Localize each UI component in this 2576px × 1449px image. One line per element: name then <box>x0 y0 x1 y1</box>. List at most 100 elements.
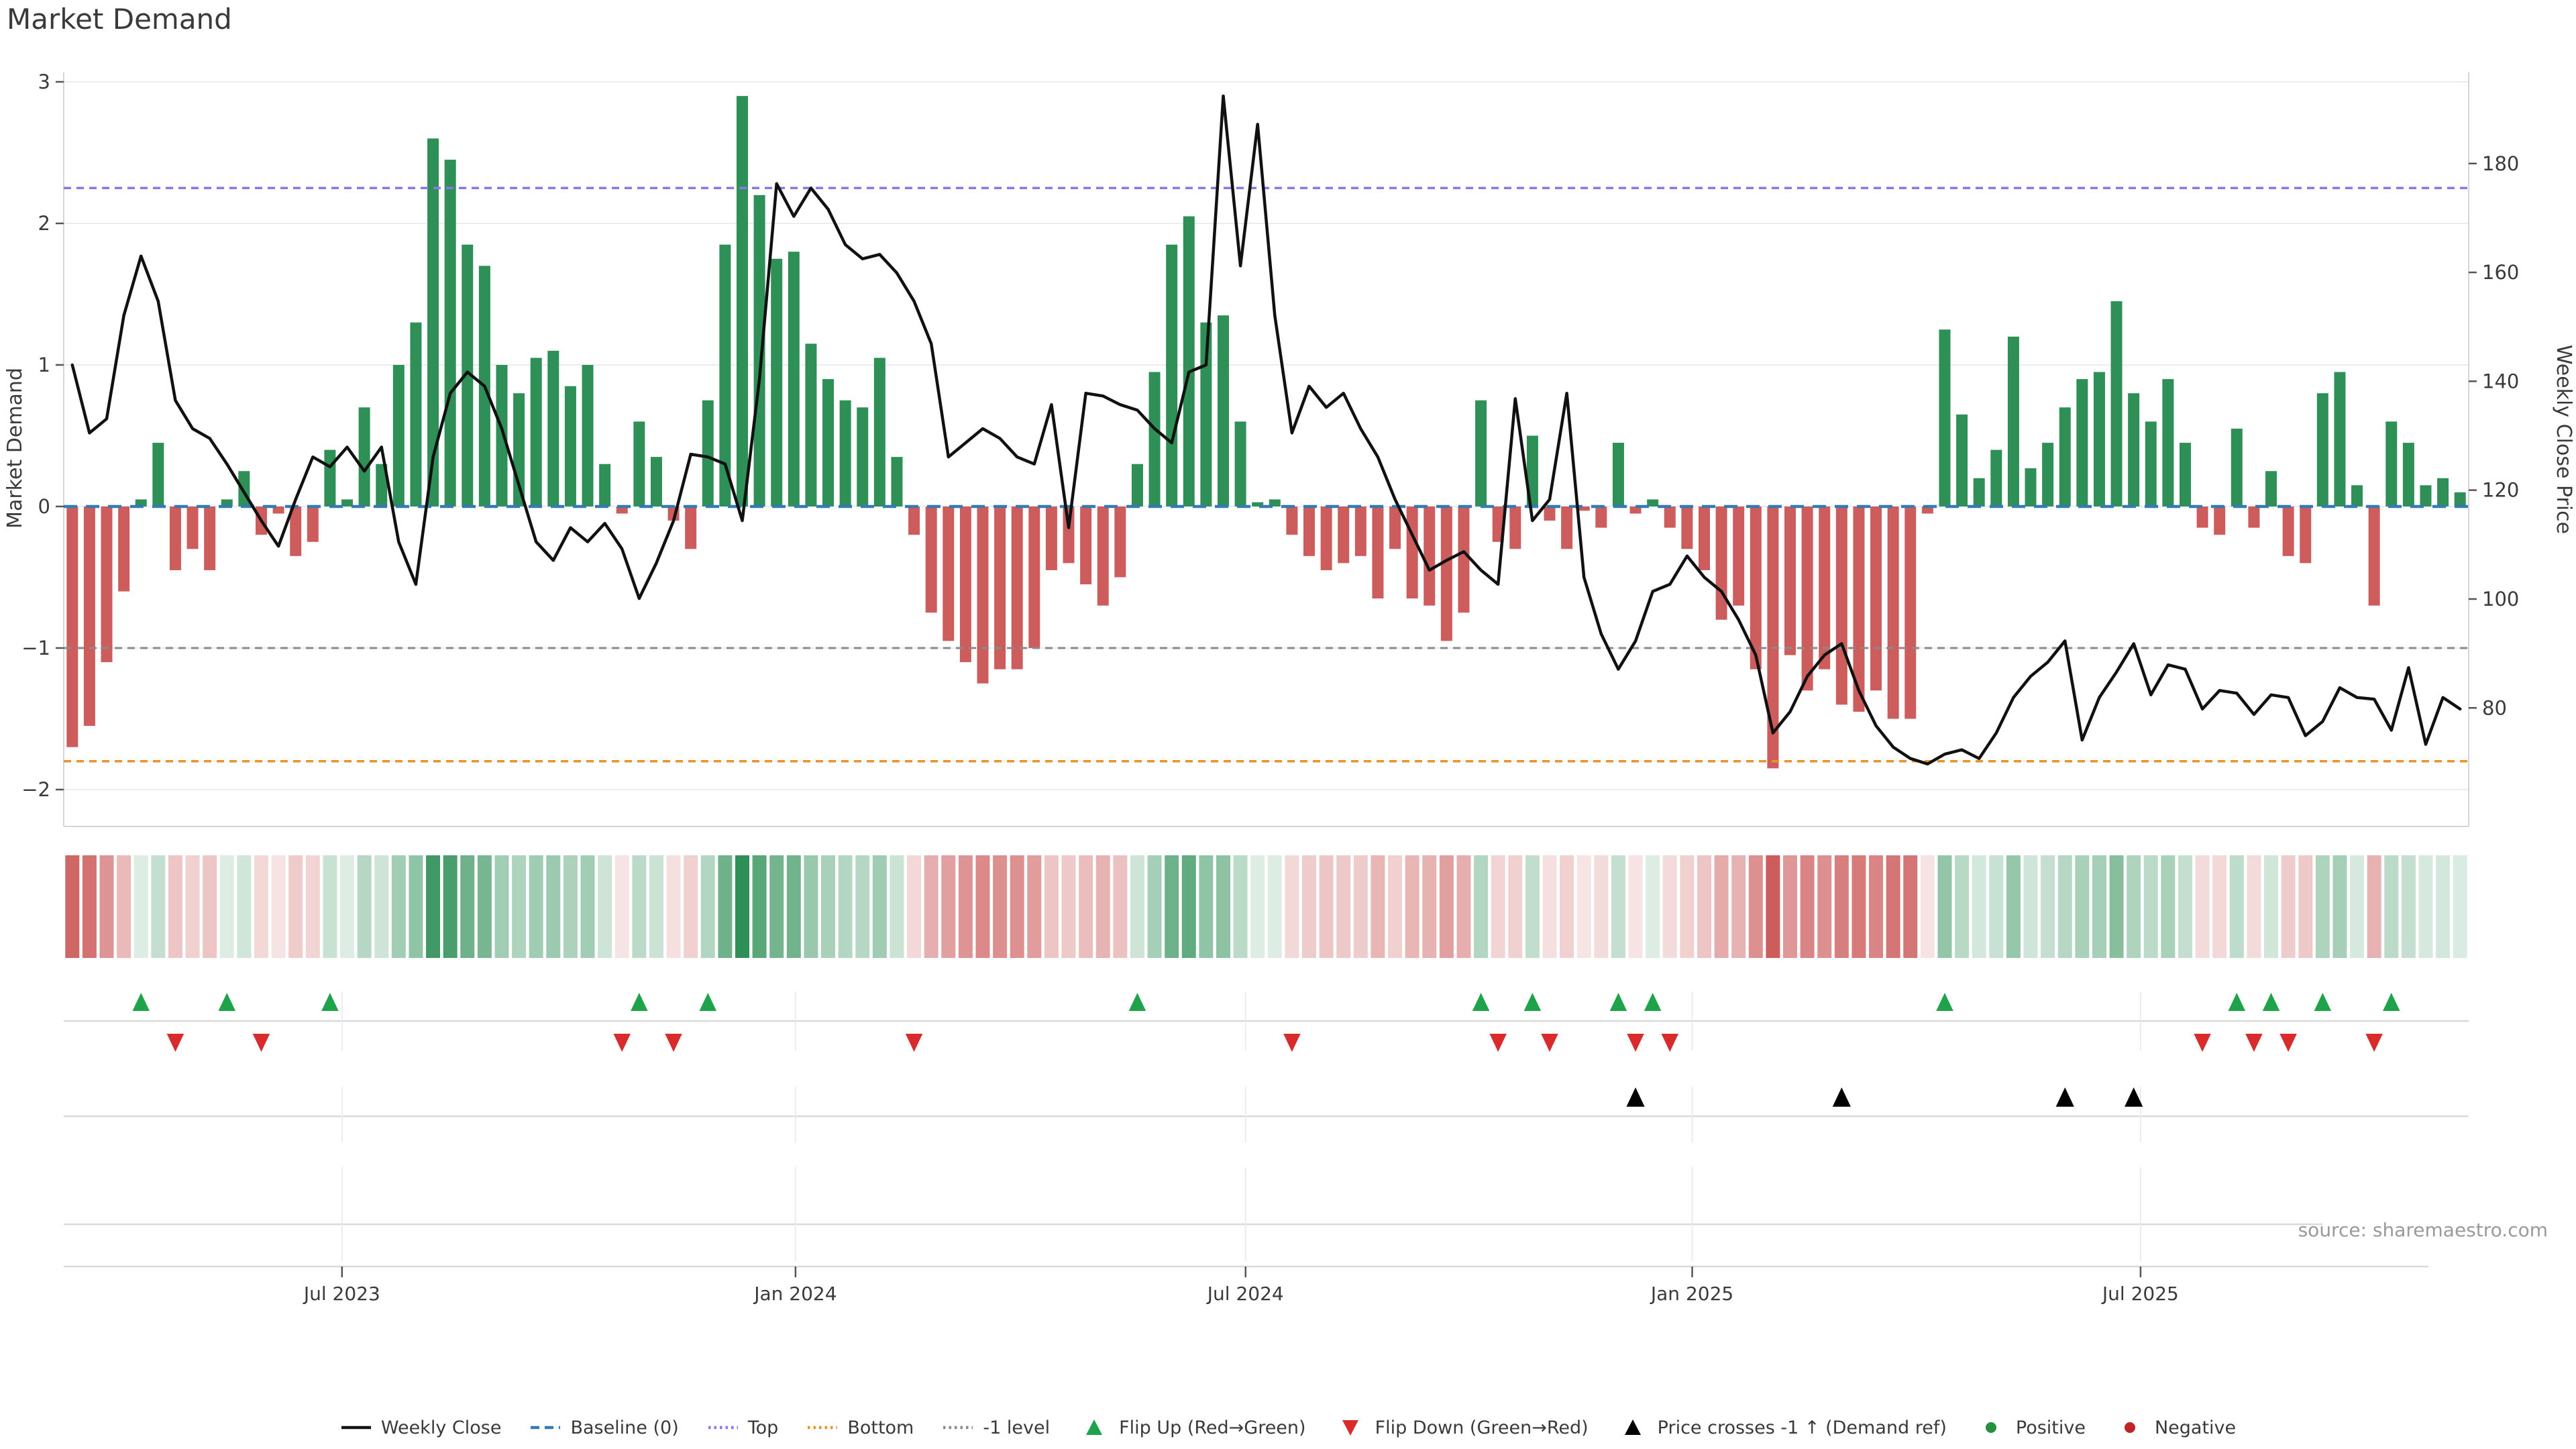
heatmap-cell <box>443 855 458 958</box>
demand-bar-positive <box>2162 379 2174 506</box>
x-tick-label: Jul 2024 <box>1206 1283 1284 1305</box>
demand-bar-positive <box>771 258 783 506</box>
heatmap-cell <box>2109 855 2124 958</box>
heatmap-cell <box>409 855 423 958</box>
heatmap-cell <box>1302 855 1317 958</box>
demand-bar-positive <box>2042 443 2054 506</box>
heatmap-cell <box>2298 855 2313 958</box>
demand-bar-negative <box>1389 506 1401 549</box>
legend-swatch-circle-icon <box>1985 1422 1996 1433</box>
legend-label: Bottom <box>847 1417 914 1438</box>
demand-bar-negative <box>1595 506 1607 528</box>
demand-bar-positive <box>2093 372 2105 506</box>
heatmap-cell <box>1044 855 1059 958</box>
flip-up-marker <box>1472 993 1490 1011</box>
heatmap-cell <box>1113 855 1128 958</box>
demand-bar-positive <box>839 400 851 506</box>
heatmap-cell <box>460 855 475 958</box>
legend-swatch-triangle-down-icon <box>1342 1420 1358 1436</box>
demand-bar-negative <box>2368 506 2380 606</box>
flip-down-marker <box>1627 1034 1644 1052</box>
axes: Market Demand Weekly Close Price source:… <box>3 70 2575 1241</box>
demand-bar-positive <box>1148 372 1161 506</box>
legend-swatch-triangle-up-icon <box>1086 1419 1103 1435</box>
legend-item-price-crosses-1-demand-ref: Price crosses -1 ↑ (Demand ref) <box>1617 1417 1947 1438</box>
demand-bar-negative <box>925 506 937 613</box>
heatmap-cell <box>477 855 492 958</box>
demand-bar-positive <box>221 499 233 506</box>
chart-legend: Weekly Close Baseline (0) Top Bottom -1 leve… <box>0 1409 2576 1446</box>
heatmap-cell <box>254 855 268 958</box>
demand-bar-negative <box>1904 506 1917 719</box>
heatmap-cell <box>1233 855 1248 958</box>
source-note: source: sharemaestro.com <box>2298 1219 2548 1241</box>
heatmap-cell <box>2384 855 2399 958</box>
heatmap-cell <box>1267 855 1282 958</box>
heatmap-cell <box>2178 855 2192 958</box>
heatmap-cell <box>271 855 286 958</box>
flip-down-marker <box>2245 1034 2263 1052</box>
heatmap-cell <box>563 855 578 958</box>
demand-bar-negative <box>959 506 971 663</box>
demand-bar-negative <box>290 506 302 556</box>
legend-swatch-dotted-icon <box>808 1426 838 1430</box>
heatmap-cell <box>1766 855 1780 958</box>
heatmap-cell <box>1285 855 1299 958</box>
heatmap-cell <box>1920 855 1935 958</box>
y-tick-label-left: 1 <box>38 354 50 376</box>
heatmap-cell <box>2332 855 2347 958</box>
heatmap-cell <box>1886 855 1900 958</box>
heatmap-cell <box>924 855 938 958</box>
demand-bar-negative <box>118 506 130 592</box>
demand-bar-positive <box>564 386 576 506</box>
heatmap-cell <box>958 855 973 958</box>
heatmap-cell <box>512 855 527 958</box>
heatmap-cell <box>494 855 509 958</box>
heatmap-cell <box>203 855 217 958</box>
demand-bar-positive <box>2437 478 2449 506</box>
demand-bar-positive <box>1131 464 1143 506</box>
demand-bar-positive <box>650 457 662 506</box>
heatmap-cell <box>546 855 561 958</box>
heatmap-cell <box>374 855 389 958</box>
weekly-close-line <box>70 94 2462 766</box>
demand-bar-positive <box>462 244 474 506</box>
demand-bar-positive <box>2316 393 2328 506</box>
heatmap-cell <box>614 855 629 958</box>
legend-label: -1 level <box>983 1417 1051 1438</box>
heatmap-cell <box>1646 855 1660 958</box>
demand-bar-positive <box>341 499 354 506</box>
heatmap-cell <box>1147 855 1162 958</box>
heatmap-cell <box>2212 855 2227 958</box>
heatmap-cell <box>1989 855 2004 958</box>
heatmap-cell <box>2436 855 2451 958</box>
heatmap-cell <box>890 855 904 958</box>
heatmap-cell <box>649 855 663 958</box>
legend-label: Price crosses -1 ↑ (Demand ref) <box>1657 1417 1947 1438</box>
heatmap-cell <box>357 855 372 958</box>
demand-bar-positive <box>2025 468 2037 506</box>
flip-down-marker <box>2194 1034 2211 1052</box>
heatmap-cell <box>529 855 543 958</box>
demand-bar-negative <box>1286 506 1298 535</box>
heatmap-cell <box>1869 855 1884 958</box>
heatmap-cell <box>2367 855 2381 958</box>
heatmap-cell <box>1525 855 1540 958</box>
demand-bar-positive <box>1956 414 1968 506</box>
demand-bar-positive <box>376 464 388 506</box>
heatmap-cell <box>237 855 252 958</box>
heatmap-cell <box>1611 855 1625 958</box>
demand-bar-negative <box>1578 506 1590 511</box>
demand-bar-negative <box>1354 506 1366 556</box>
demand-bar-negative <box>2214 506 2226 535</box>
heatmap-cell <box>838 855 853 958</box>
demand-bar-positive <box>2420 485 2432 506</box>
heatmap-cell <box>1199 855 1214 958</box>
heatmap-cell <box>1353 855 1368 958</box>
signal-markers <box>132 993 2400 1107</box>
demand-bar-positive <box>2334 372 2346 506</box>
y-tick-label-left: −2 <box>21 778 50 801</box>
demand-bar-negative <box>2282 506 2294 556</box>
demand-bar-positive <box>2007 336 2019 506</box>
heatmap-cell <box>718 855 733 958</box>
